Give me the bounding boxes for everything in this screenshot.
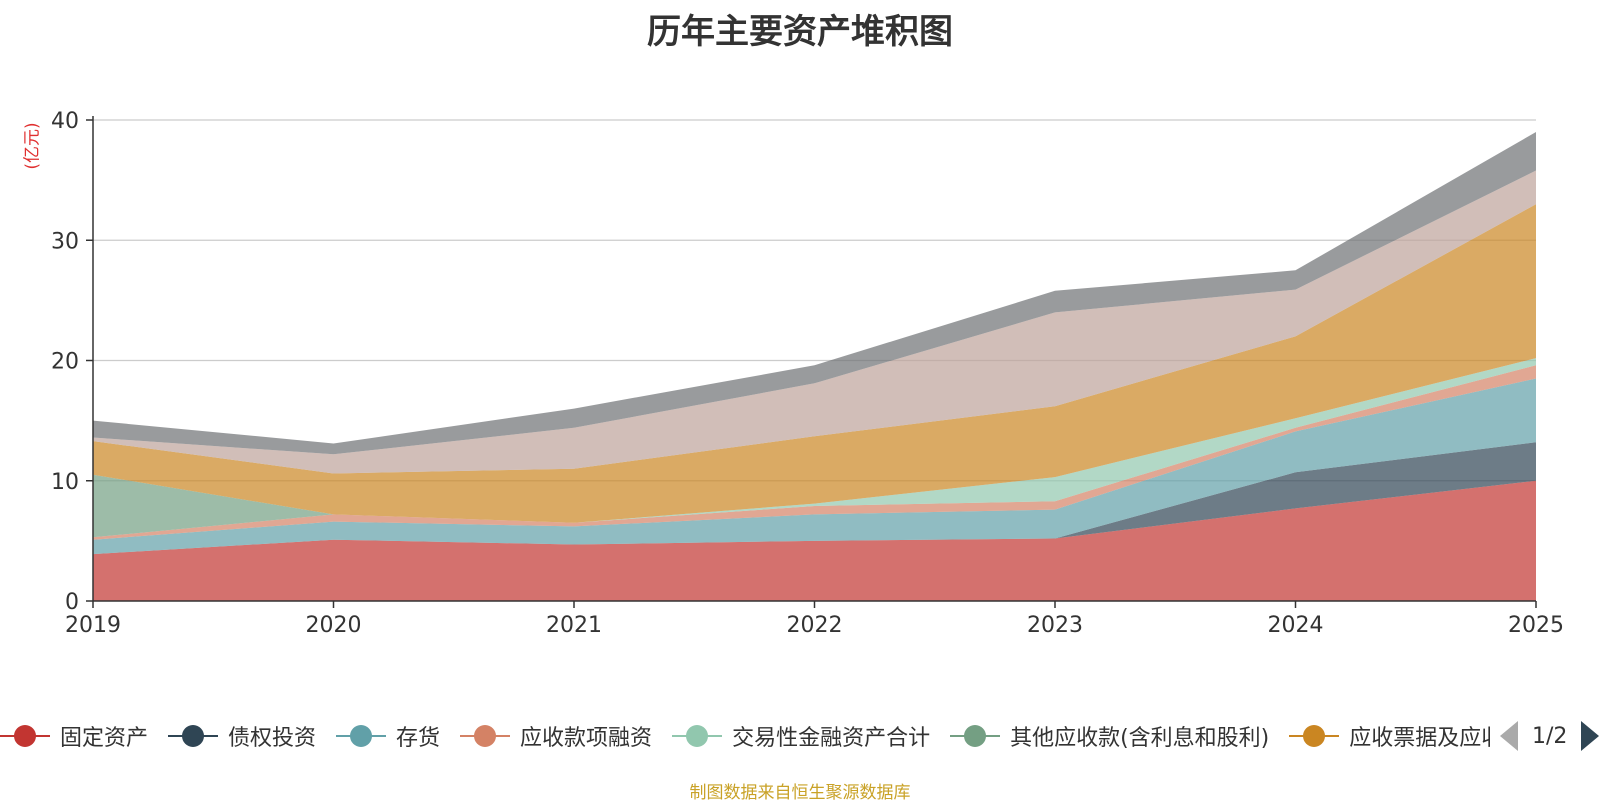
legend-label: 应收票据及应收账款 [1349,726,1490,751]
legend-item[interactable]: 固定资产 [0,720,148,752]
legend-item[interactable]: 应收款项融资 [460,720,652,752]
legend-marker-icon [0,723,50,749]
x-tick-label: 2020 [306,613,362,638]
series-area-7[interactable] [93,170,1536,474]
y-tick-label: 10 [51,470,79,495]
series-area-6[interactable] [93,204,1536,523]
legend-label: 交易性金融资产合计 [732,726,931,751]
stacked-area-chart: 0 10 20 30 40 2019 2020 2021 2022 2023 2024 2025 [51,109,1564,638]
legend-label: 其他应收款(含利息和股利) [1010,726,1270,751]
x-tick-label: 2023 [1027,613,1083,638]
legend-item[interactable]: 应收票据及应收账款 [1289,720,1490,752]
legend-page-indicator: 1/2 [1532,723,1568,749]
legend-marker-icon [672,723,723,749]
legend-marker-icon [460,723,511,749]
legend-label: 应收款项融资 [520,726,653,751]
legend-next-page-icon[interactable] [1581,721,1600,751]
legend-marker-icon [168,723,219,749]
legend-pager: 1/2 [1500,716,1600,756]
legend-item[interactable]: 其他应收款(含利息和股利) [950,720,1269,752]
x-tick-label: 2021 [546,613,602,638]
legend-marker-icon [336,723,387,749]
series-area-1[interactable] [93,442,1536,555]
series-area-2[interactable] [93,378,1536,555]
source-note: 制图数据来自恒生聚源数据库 [689,783,911,803]
axes: 0 10 20 30 40 2019 2020 2021 2022 2023 2024 2025 [51,109,1564,638]
legend-item[interactable]: 交易性金融资产合计 [672,720,930,752]
x-tick-label: 2024 [1268,613,1324,638]
series-area-8[interactable] [93,132,1536,455]
y-tick-label: 40 [51,109,79,134]
y-tick-label: 20 [51,350,79,375]
legend-item[interactable]: 债权投资 [168,720,316,752]
x-tick-label: 2025 [1508,613,1564,638]
legend-label: 存货 [396,726,441,751]
area-series [93,132,1536,601]
legend-label: 债权投资 [228,726,317,751]
legend-prev-page-icon[interactable] [1500,721,1518,751]
y-tick-label: 0 [65,590,79,615]
x-tick-label: 2019 [65,613,121,638]
chart-title: 历年主要资产堆积图 [647,12,953,52]
legend-marker-icon [1289,723,1340,749]
legend: 固定资产 债权投资 存货 应收款项融资 交易性金融资产合计 其他应收款(含利息和股利) 应收… [0,716,1490,756]
legend-marker-icon [950,723,1001,749]
series-area-5[interactable] [93,358,1536,538]
y-tick-label: 30 [51,229,79,254]
legend-label: 固定资产 [60,726,149,751]
x-tick-label: 2022 [787,613,843,638]
legend-item[interactable]: 存货 [336,720,440,752]
